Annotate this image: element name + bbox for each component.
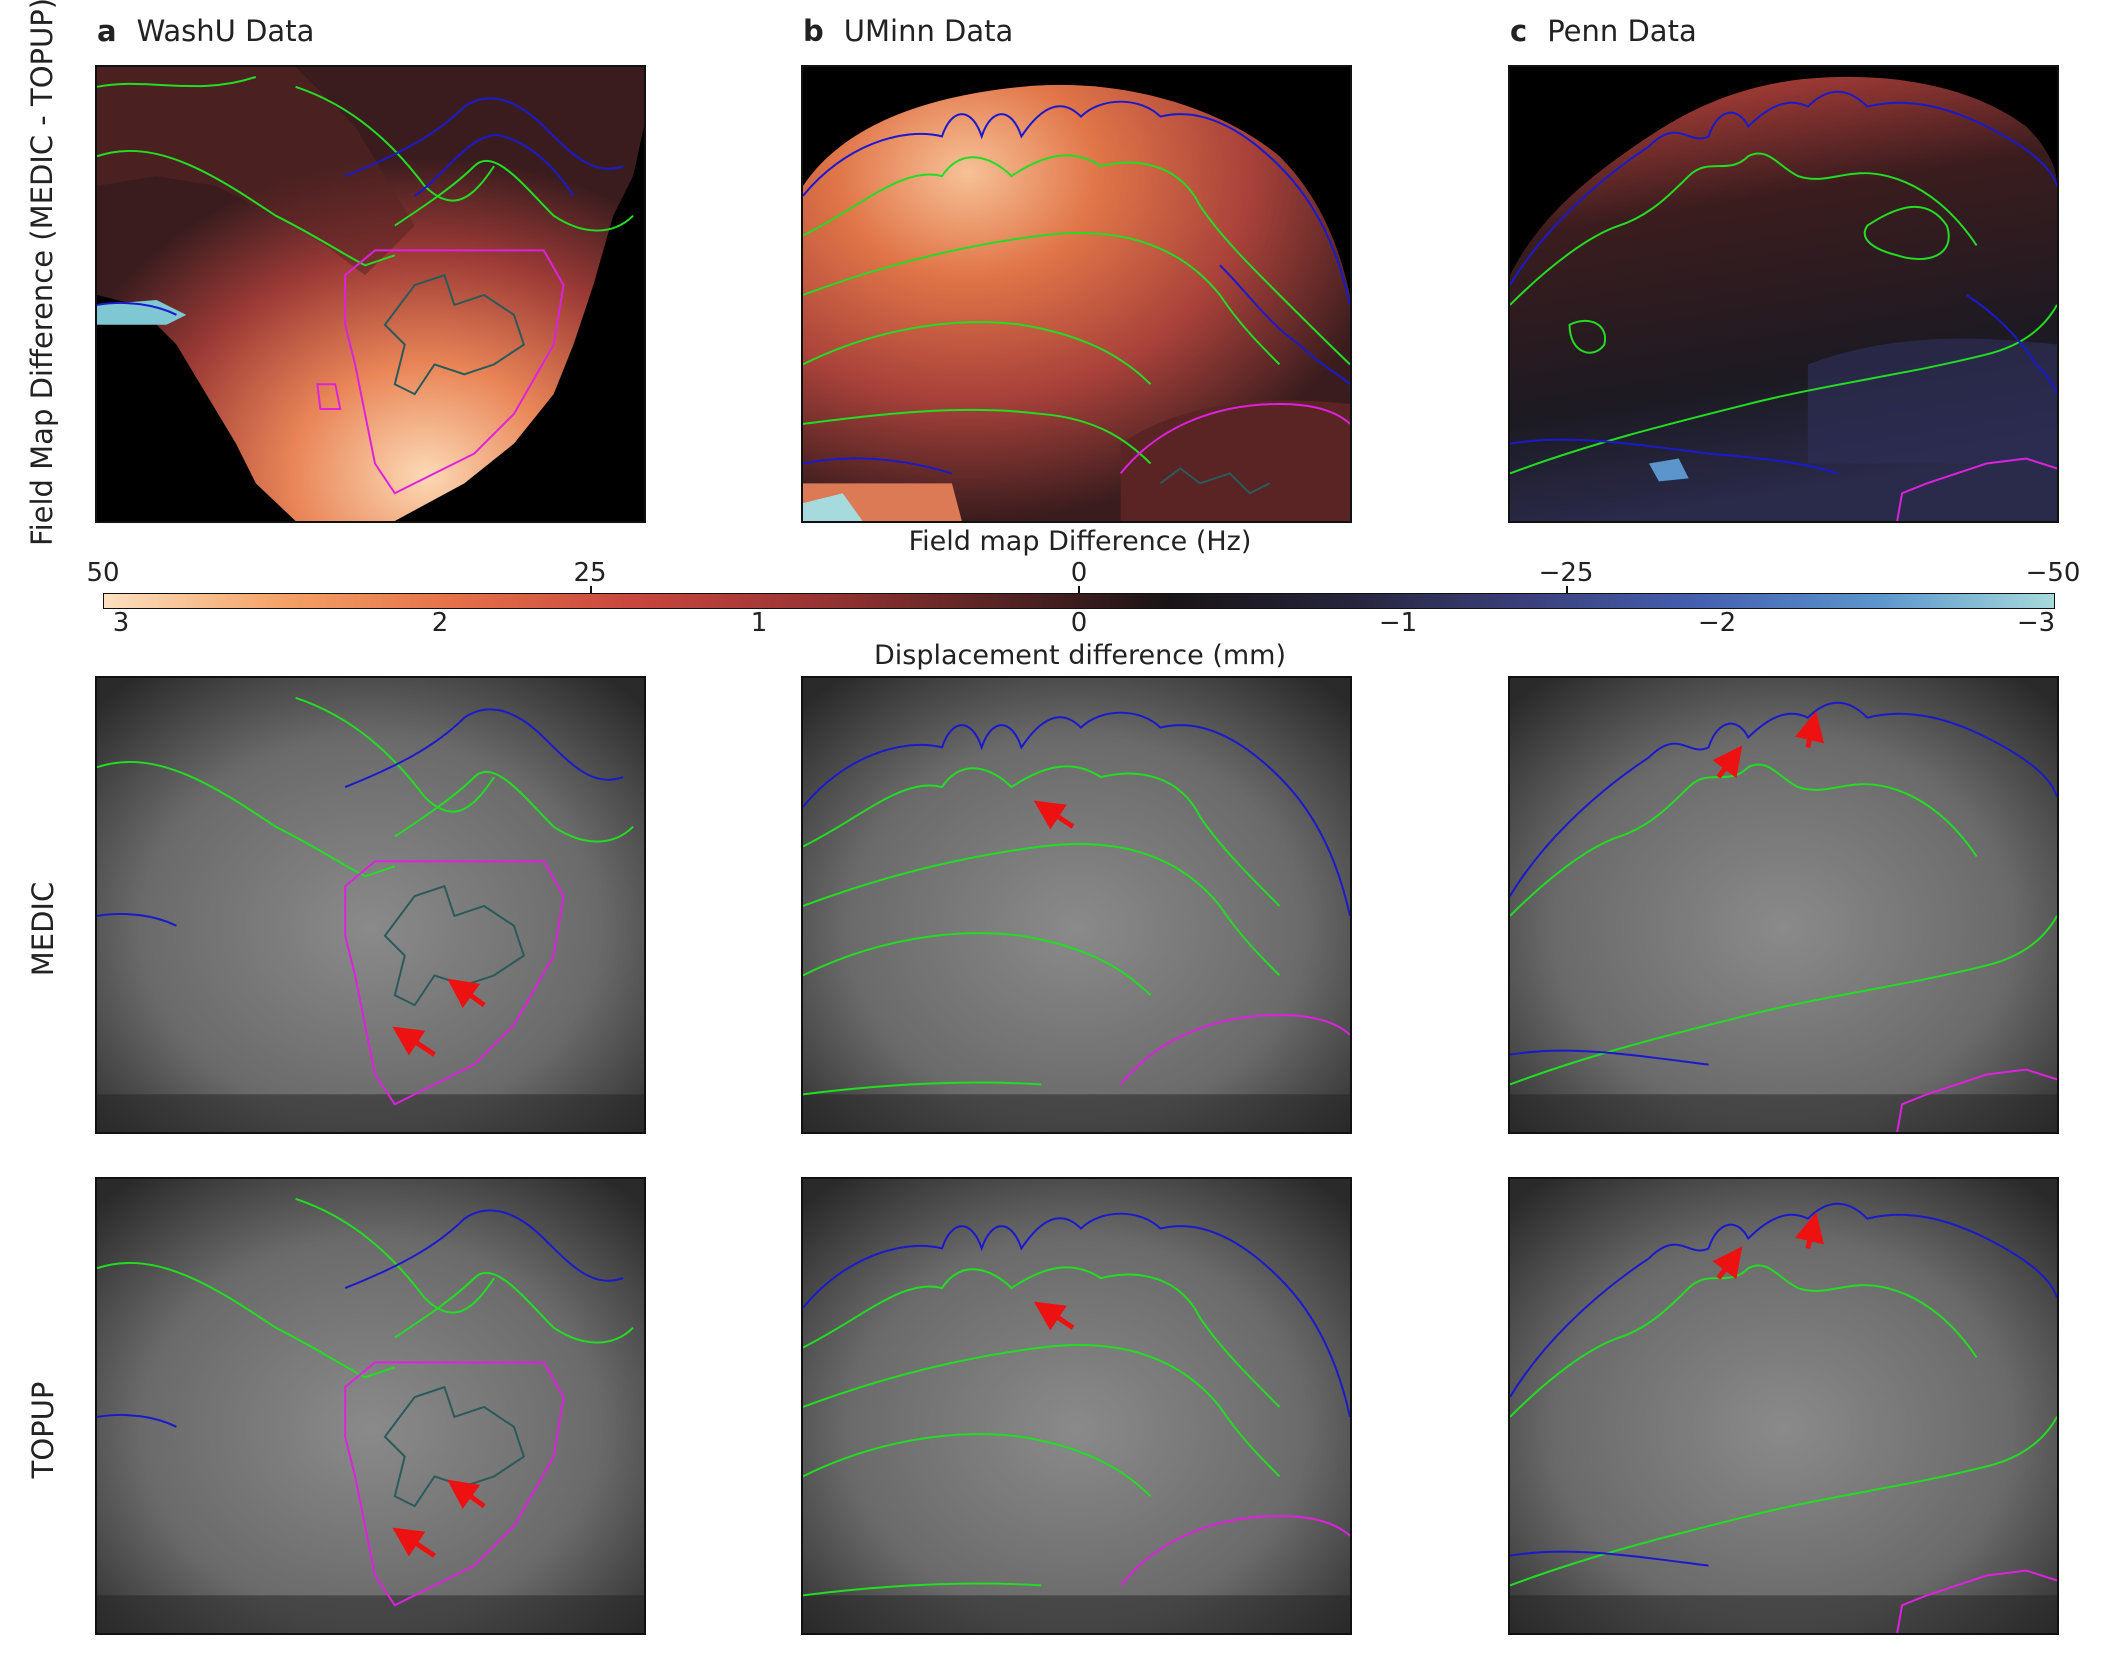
colorbar-top-title: Field map Difference (Hz) (908, 526, 1252, 557)
mri-image (1510, 678, 2057, 1132)
colorbar-bottom-tick: 2 (431, 608, 449, 638)
colorbar-top-tick: 50 (86, 558, 120, 588)
colorbar-top-tick: 0 (1070, 558, 1088, 588)
red-arrow (392, 1026, 436, 1057)
row-label-medic: MEDIC (26, 881, 60, 977)
row-label-topup: TOPUP (26, 1381, 60, 1479)
fieldmap-panel-washu (95, 65, 646, 523)
topup-panel-uminn (801, 1177, 1352, 1635)
panel-letter: b (803, 14, 824, 48)
mri-image (803, 678, 1350, 1132)
colorbar-tick-mark (590, 586, 592, 594)
mri-image (97, 678, 644, 1132)
colorbar-bottom-tick: 3 (112, 608, 130, 638)
colorbar-bottom-tick: 0 (1070, 608, 1088, 638)
red-arrow (447, 1479, 486, 1510)
panel-title: WashU Data (136, 14, 315, 48)
fieldmap-panel-penn (1508, 65, 2059, 523)
fieldmap-image (1510, 67, 2057, 521)
medic-panel-uminn (801, 676, 1352, 1134)
panel-header-c: c Penn Data (1510, 14, 1697, 48)
panel-letter: c (1510, 14, 1528, 48)
panel-header-b: b UMinn Data (803, 14, 1013, 48)
colorbar-top-tick: −50 (2025, 558, 2081, 588)
red-arrow (1794, 711, 1825, 748)
red-arrow (392, 1527, 436, 1558)
colorbar-tick-mark (1078, 586, 1080, 594)
red-arrow (1712, 745, 1743, 779)
colorbar-tick-mark (1566, 586, 1568, 594)
medic-panel-penn (1508, 676, 2059, 1134)
fieldmap-image (803, 67, 1350, 521)
topup-panel-penn (1508, 1177, 2059, 1635)
colorbar-top-tick: −25 (1538, 558, 1594, 588)
colorbar-bottom-tick: −2 (1697, 608, 1737, 638)
colorbar-bottom-tick: −3 (2016, 608, 2056, 638)
medic-panel-washu (95, 676, 646, 1134)
colorbar-bottom-tick: −1 (1378, 608, 1418, 638)
row-label-field-map: Field Map Difference (MEDIC - TOPUP) (25, 0, 59, 546)
mri-image (97, 1179, 644, 1633)
fieldmap-image (97, 67, 644, 521)
topup-panel-washu (95, 1177, 646, 1635)
colorbar-top-tick: 25 (573, 558, 607, 588)
mri-image (803, 1179, 1350, 1633)
colorbar (103, 593, 2055, 609)
red-arrow (1033, 800, 1075, 830)
red-arrow (1712, 1246, 1743, 1280)
fieldmap-panel-uminn (801, 65, 1352, 523)
panel-header-a: a WashU Data (97, 14, 314, 48)
mri-image (1510, 1179, 2057, 1633)
panel-title: UMinn Data (843, 14, 1014, 48)
red-arrow (1033, 1301, 1075, 1331)
red-arrow (447, 978, 486, 1009)
panel-letter: a (97, 14, 117, 48)
colorbar-bottom-tick: 1 (750, 608, 768, 638)
red-arrow (1794, 1212, 1825, 1249)
colorbar-bottom-title: Displacement difference (mm) (874, 640, 1286, 671)
panel-title: Penn Data (1547, 14, 1697, 48)
